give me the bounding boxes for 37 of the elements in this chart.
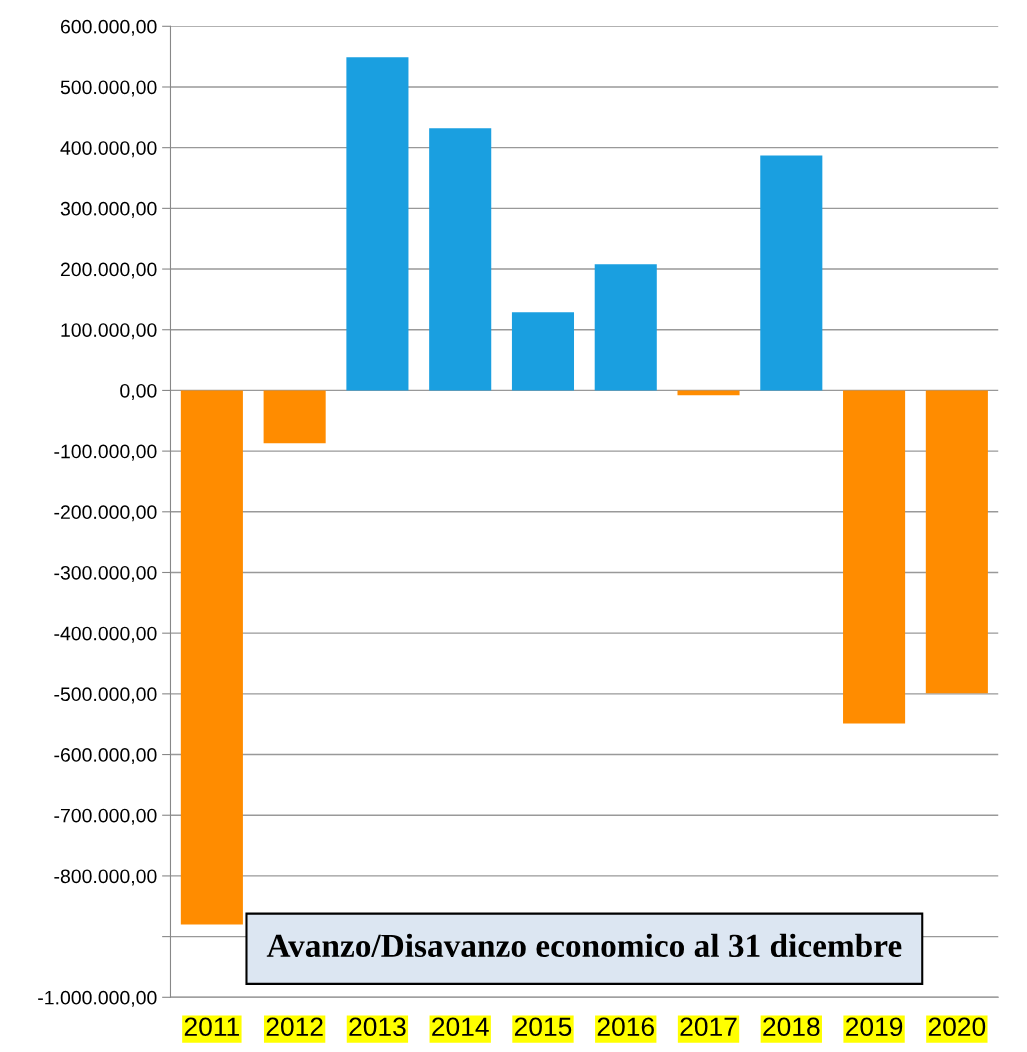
x-tick-label: 2017 xyxy=(680,1017,737,1037)
x-tick-label: 2019 xyxy=(846,1017,903,1037)
x-tick-label: 2018 xyxy=(763,1017,820,1037)
y-tick-label: -100.000,00 xyxy=(54,444,157,461)
bar xyxy=(760,155,823,391)
text: Avanzo/Disavanzo economico al 31 dicembre xyxy=(266,933,902,958)
bar xyxy=(511,312,575,391)
y-tick-label: -800.000,00 xyxy=(54,869,157,886)
x-tick-label: 2012 xyxy=(266,1017,323,1037)
y-tick-label: -700.000,00 xyxy=(54,808,157,825)
y-tick-label: 400.000,00 xyxy=(60,141,157,158)
y-tick-label: 500.000,00 xyxy=(60,80,157,97)
y-tick-label: -1.000.000,00 xyxy=(38,990,157,1007)
y-tick-label: 0,00 xyxy=(120,383,157,400)
y-tick-label: -500.000,00 xyxy=(54,687,157,704)
bar xyxy=(925,390,988,694)
bar xyxy=(180,390,243,925)
bar xyxy=(263,390,326,444)
bar xyxy=(594,264,657,391)
y-tick-label: -400.000,00 xyxy=(54,626,157,643)
x-tick-label: 2020 xyxy=(928,1017,986,1037)
y-tick-label: -600.000,00 xyxy=(54,748,157,765)
y-tick-label: 300.000,00 xyxy=(60,201,157,218)
y-tick-label: -200.000,00 xyxy=(54,505,157,522)
y-tick-label: 600.000,00 xyxy=(60,19,157,36)
y-tick-label: 100.000,00 xyxy=(61,323,157,340)
x-tick-label: 2016 xyxy=(597,1017,654,1037)
y-tick-label: 200.000,00 xyxy=(60,262,157,279)
bar xyxy=(429,128,492,391)
bar xyxy=(677,390,740,396)
x-tick-label: 2014 xyxy=(432,1017,489,1037)
bar xyxy=(843,390,906,724)
y-tick-label: -300.000,00 xyxy=(54,565,157,583)
x-tick-label: 2011 xyxy=(184,1017,239,1037)
x-tick-label: 2013 xyxy=(349,1017,406,1037)
x-tick-label: 2015 xyxy=(514,1017,572,1037)
bar xyxy=(346,57,409,391)
